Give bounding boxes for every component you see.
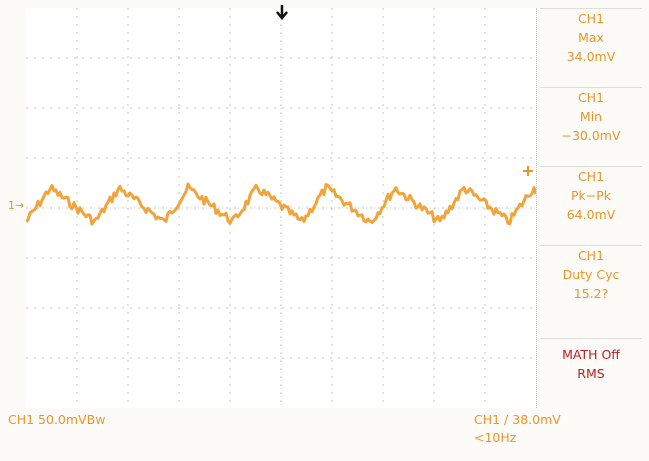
measure-value: 64.0mV: [566, 207, 616, 222]
measure-source: CH1: [577, 169, 605, 184]
measurement-sidebar: CH1 Max 34.0mV CH1 Min −30.0mV CH1 Pk−Pk…: [540, 8, 642, 408]
measure-source: CH1: [577, 248, 605, 263]
measure-name: Pk−Pk: [570, 188, 612, 203]
math-menu-box[interactable]: MATH Off RMS: [540, 338, 642, 415]
measure-value: 34.0mV: [566, 49, 616, 64]
trigger-level-icon: [523, 166, 533, 176]
waveform-graticule: [26, 8, 537, 408]
measure-box-min[interactable]: CH1 Min −30.0mV: [540, 87, 642, 166]
trigger-readout: CH1 / 38.0mV: [474, 412, 561, 427]
measure-name: Duty Cyc: [562, 267, 620, 282]
trigger-position-arrow-icon: [276, 5, 288, 20]
ch1-waveform-trace: [26, 182, 536, 226]
measure-box-duty-cycle[interactable]: CH1 Duty Cyc 15.2?: [540, 245, 642, 324]
graticule-svg: [26, 8, 536, 408]
measure-box-max[interactable]: CH1 Max 34.0mV: [540, 8, 642, 87]
math-status: MATH Off: [562, 347, 620, 362]
math-function: RMS: [577, 366, 605, 381]
measure-value: 15.2?: [573, 286, 609, 301]
measure-value: −30.0mV: [561, 128, 621, 143]
measure-box-pkpk[interactable]: CH1 Pk−Pk 64.0mV: [540, 166, 642, 245]
ch1-scale-readout: CH1 50.0mVBw: [8, 412, 106, 427]
frequency-readout: <10Hz: [474, 430, 517, 445]
measure-source: CH1: [577, 90, 605, 105]
measure-source: CH1: [577, 11, 605, 26]
ch1-ground-marker: 1→: [8, 199, 25, 212]
measure-name: Min: [579, 109, 603, 124]
status-bar: CH1 50.0mVBw CH1 / 38.0mV <10Hz: [0, 408, 649, 461]
measure-name: Max: [578, 30, 604, 45]
